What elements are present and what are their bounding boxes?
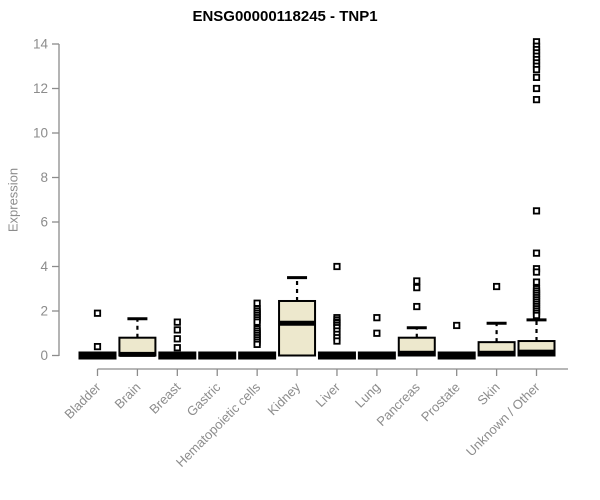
box-collapsed (198, 351, 237, 360)
outlier-point (453, 321, 461, 330)
outlier-point (532, 311, 541, 320)
outlier-point (253, 318, 261, 326)
x-tick-label: Kidney (264, 379, 303, 418)
outlier-point (413, 302, 421, 311)
outlier-point (373, 329, 381, 337)
box-collapsed (357, 351, 396, 360)
x-tick-label: Lung (352, 380, 383, 411)
outlier-point (532, 73, 541, 81)
outlier-point (333, 337, 341, 345)
y-tick-label: 2 (40, 304, 48, 319)
y-tick-label: 4 (40, 259, 48, 274)
outlier-point (532, 249, 541, 257)
box (278, 299, 317, 357)
x-tick-label: Bladder (61, 379, 104, 422)
median-line (119, 351, 156, 357)
outlier-point (93, 309, 102, 317)
x-tick-label: Skin (474, 380, 502, 408)
x-tick-label: Unknown / Other (463, 379, 543, 459)
outlier-point (413, 284, 421, 292)
chart-title: ENSG00000118245 - TNP1 (192, 8, 378, 25)
outlier-point (532, 278, 541, 286)
y-tick-label: 8 (40, 170, 48, 185)
outlier-point (413, 277, 421, 285)
box-collapsed (238, 351, 277, 360)
outlier-point (173, 318, 181, 326)
box-collapsed (437, 351, 476, 360)
y-tick-label: 14 (33, 37, 49, 52)
median-line (279, 320, 316, 326)
outlier-point (492, 282, 501, 291)
outlier-point (532, 268, 541, 276)
median-line (478, 350, 515, 356)
outlier-point (333, 262, 341, 271)
outlier-point (93, 342, 102, 351)
outlier-point (373, 314, 381, 322)
outlier-point (253, 299, 261, 307)
box-collapsed (78, 351, 117, 360)
outlier-point (173, 335, 181, 343)
y-tick-label: 0 (40, 348, 48, 363)
outlier-point (532, 96, 541, 104)
x-tick-label: Liver (313, 379, 344, 410)
y-tick-label: 6 (40, 215, 48, 230)
x-tick-label: Pancreas (373, 379, 423, 429)
y-tick-label: 10 (33, 126, 48, 141)
x-tick-label: Brain (111, 380, 143, 412)
y-tick-label: 12 (33, 81, 48, 96)
x-tick-label: Breast (146, 379, 183, 416)
outlier-point (532, 207, 541, 215)
box-collapsed (317, 351, 356, 360)
outlier-point (173, 326, 181, 334)
outlier-point (253, 340, 261, 348)
median-line (398, 350, 435, 356)
box-collapsed (158, 351, 197, 360)
outlier-point (173, 344, 181, 352)
x-tick-label: Prostate (418, 380, 463, 425)
median-line (518, 349, 555, 355)
y-axis-title: Expression (5, 167, 21, 233)
outlier-point (532, 84, 541, 93)
outlier-point (532, 65, 541, 74)
